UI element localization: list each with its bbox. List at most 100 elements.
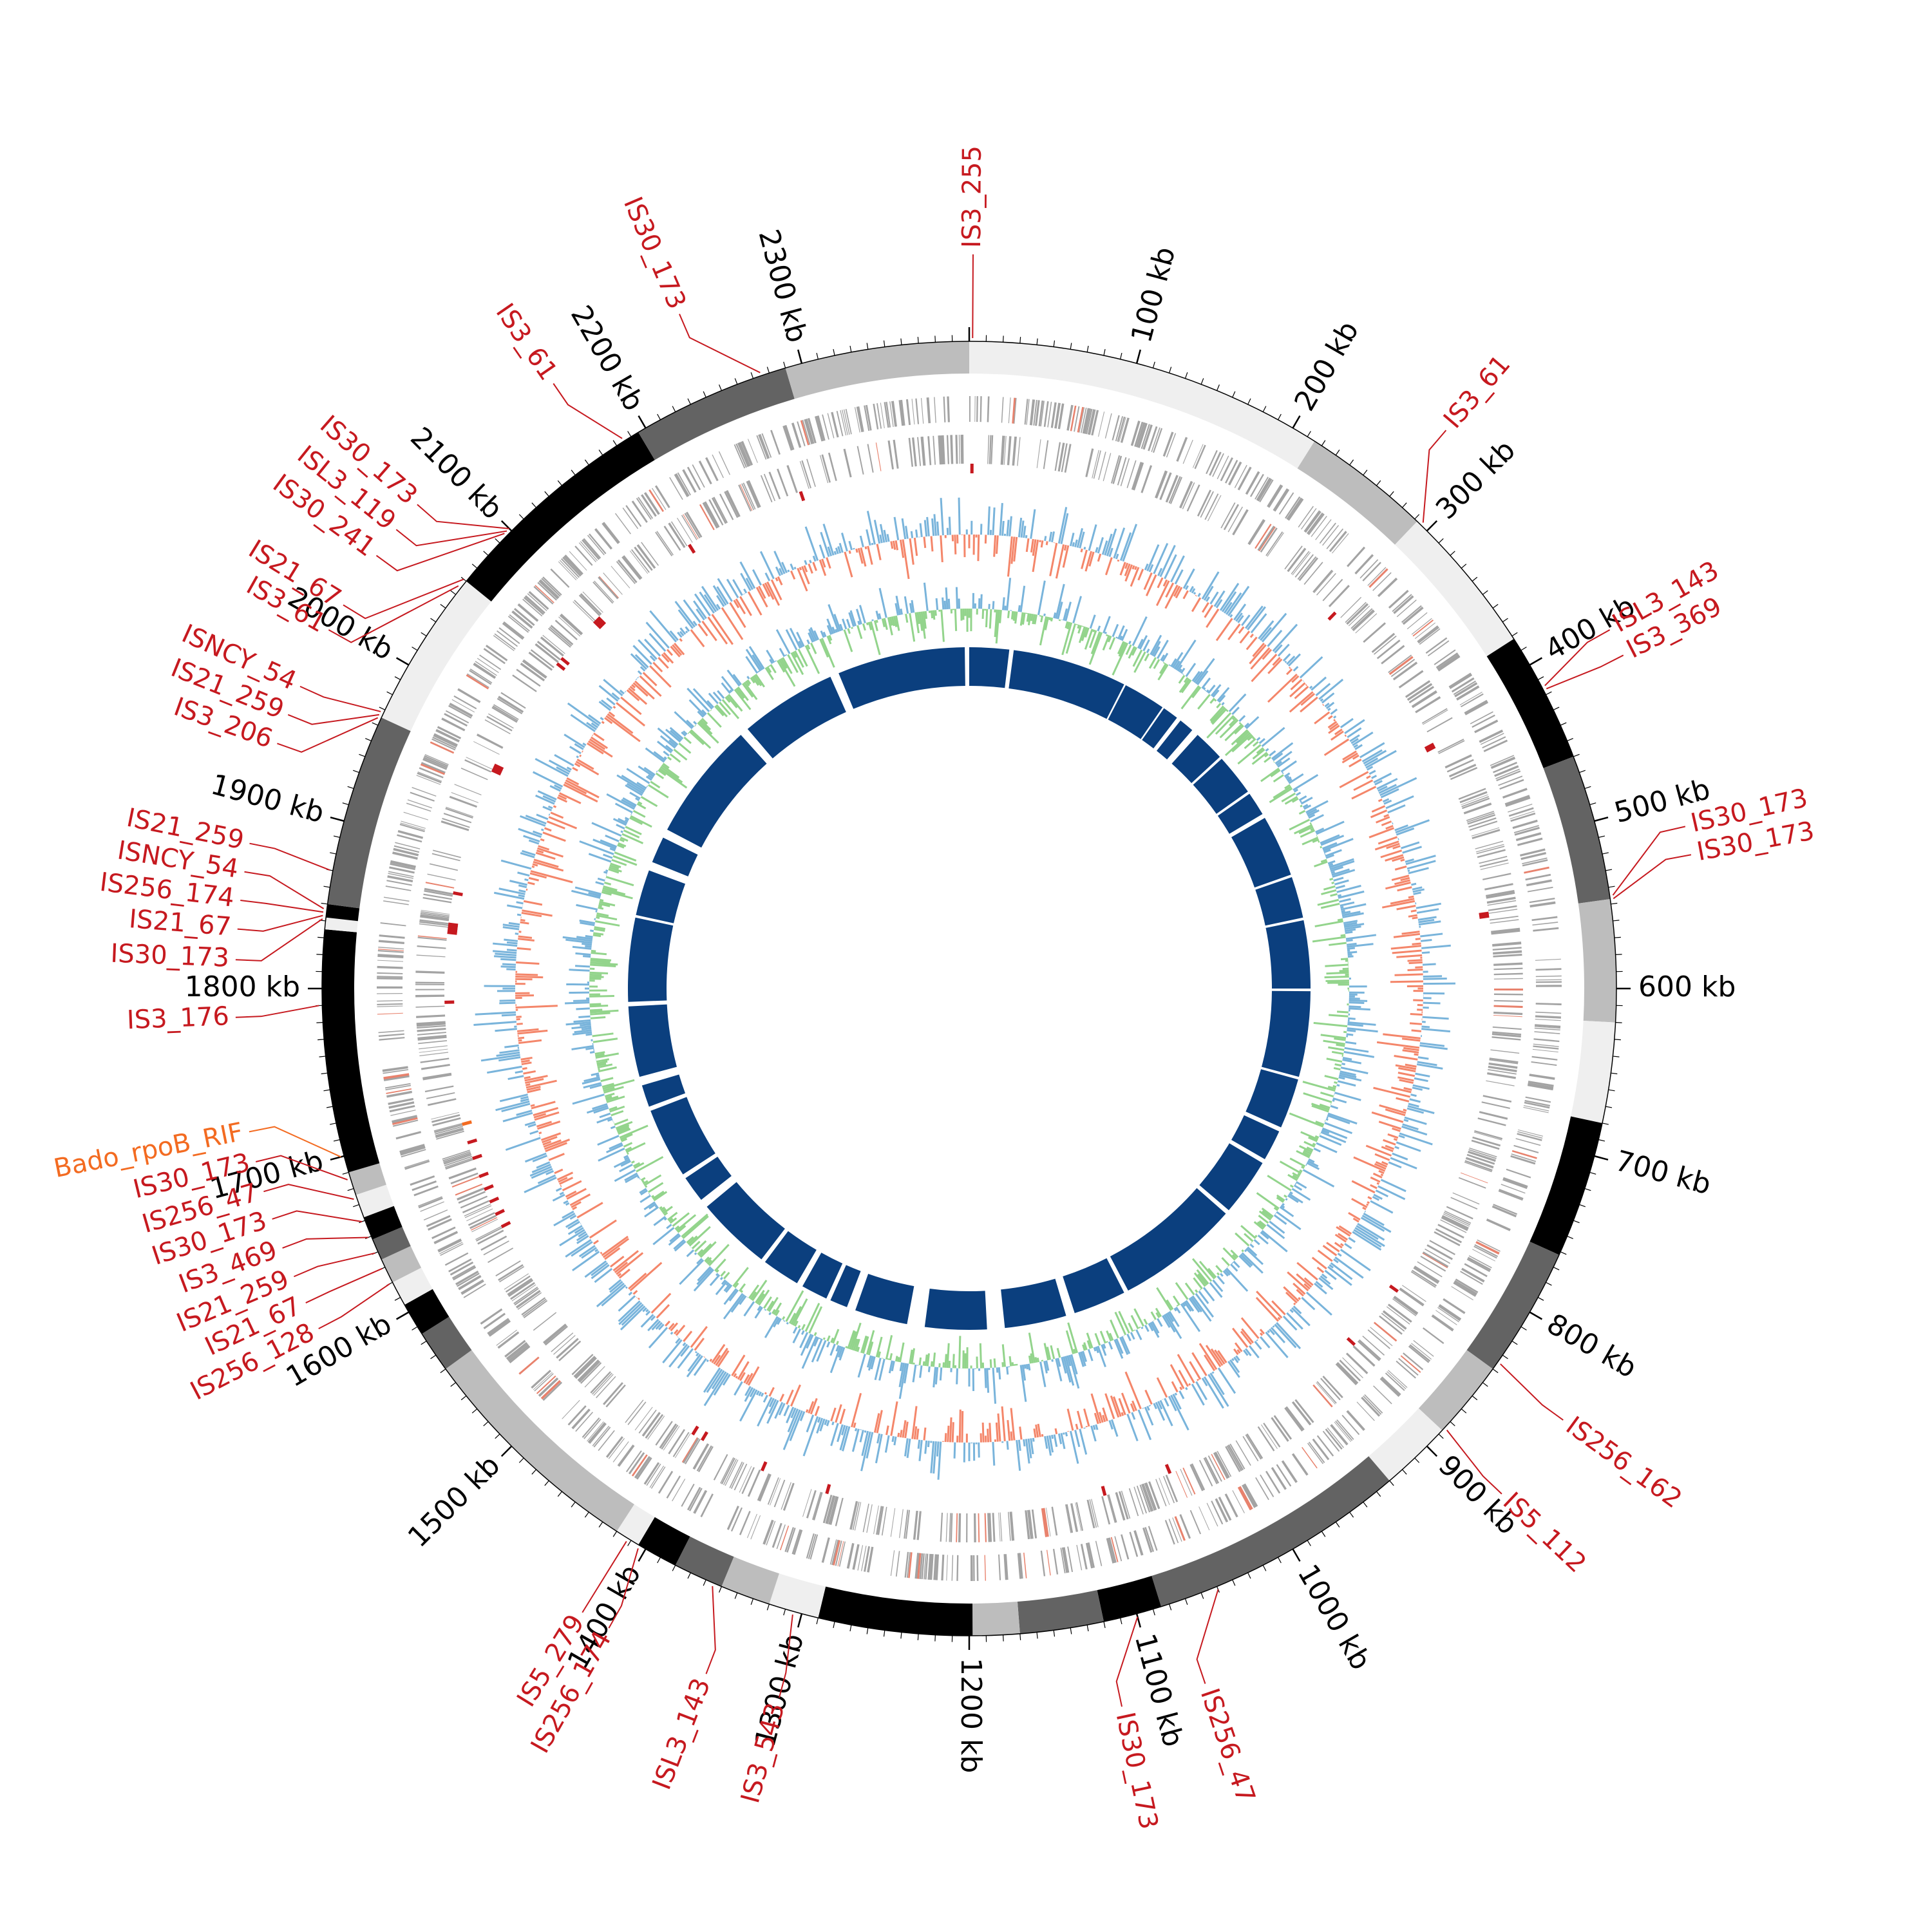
feature-bar	[523, 659, 547, 677]
feature-bar	[876, 1506, 882, 1535]
feature-bar	[1137, 422, 1148, 448]
feature-bar	[1131, 462, 1143, 490]
feature-bar	[507, 1279, 534, 1297]
feature-bar	[1271, 1467, 1287, 1490]
feature-bar	[580, 541, 598, 562]
scale-tick-label: 1900 kb	[207, 768, 327, 830]
feature-bar	[498, 696, 524, 713]
contig-segment	[348, 1163, 386, 1195]
inner-block	[1142, 708, 1177, 749]
feature-bar	[1341, 1414, 1360, 1435]
feature-bar	[417, 771, 442, 782]
feature-bar	[1513, 825, 1539, 833]
feature-bar	[542, 576, 562, 596]
feature-bar	[1443, 1298, 1466, 1314]
feature-bar	[1301, 508, 1317, 530]
feature-bar	[700, 1493, 714, 1518]
feature-bar	[1456, 685, 1480, 701]
feature-bar	[417, 936, 447, 941]
gc-content-above	[562, 578, 1378, 1404]
feature-bar	[1159, 1477, 1170, 1505]
is-leader-line	[972, 254, 974, 339]
feature-bar	[1392, 594, 1412, 612]
feature-bar	[542, 634, 565, 654]
feature-bar	[1162, 1475, 1175, 1504]
feature-bar	[379, 1037, 405, 1041]
is-leader-line	[395, 529, 507, 547]
is-marker	[472, 1153, 482, 1160]
feature-bar	[397, 829, 424, 839]
feature-bar	[1017, 437, 1021, 466]
contig-segment	[785, 341, 969, 399]
feature-bar	[1420, 1255, 1446, 1272]
feature-bar	[509, 1345, 531, 1363]
feature-bar	[1041, 1508, 1048, 1537]
feature-bar	[1387, 1303, 1412, 1323]
feature-bar	[448, 1167, 477, 1180]
major-tick	[638, 415, 647, 429]
feature-bar	[1527, 1084, 1553, 1091]
inner-block	[838, 647, 965, 709]
feature-bar	[1182, 482, 1195, 509]
feature-bar	[1217, 1450, 1232, 1477]
feature-bar	[561, 558, 580, 578]
feature-bar	[1535, 1024, 1561, 1028]
feature-bar	[540, 579, 560, 598]
feature-bar	[480, 1308, 503, 1325]
is-marker	[596, 616, 607, 626]
feature-bar	[862, 1503, 869, 1533]
feature-bar	[1115, 1492, 1126, 1521]
minor-tick	[672, 1565, 676, 1571]
feature-bar	[1133, 1486, 1144, 1515]
feature-bar	[1134, 421, 1144, 447]
feature-bar	[1297, 556, 1317, 580]
feature-bar	[1492, 1026, 1522, 1030]
minor-tick	[1086, 345, 1089, 352]
feature-bar	[684, 513, 701, 539]
feature-bar	[416, 1023, 446, 1027]
is-marker	[448, 925, 458, 930]
feature-bar	[421, 762, 446, 773]
feature-bar	[1159, 472, 1172, 500]
feature-bar	[504, 1273, 529, 1290]
feature-bar	[1237, 1486, 1252, 1511]
minor-tick	[1389, 1480, 1394, 1486]
feature-bar	[1225, 1446, 1241, 1472]
feature-bar	[1373, 1321, 1397, 1342]
feature-bar	[704, 501, 720, 528]
feature-bar	[593, 1374, 614, 1396]
feature-bar	[750, 1515, 761, 1540]
feature-bar	[1303, 562, 1323, 585]
feature-bar	[801, 460, 811, 489]
feature-bar	[1470, 711, 1493, 724]
feature-bar	[401, 1149, 426, 1158]
minor-tick	[1438, 538, 1444, 544]
feature-bar	[980, 396, 982, 422]
minor-tick	[1376, 1491, 1381, 1497]
feature-bar	[469, 670, 492, 685]
feature-bar	[556, 1338, 579, 1359]
feature-bar	[1535, 958, 1561, 961]
is-marker	[799, 491, 806, 502]
is-element-label: IS256_162	[1560, 1411, 1687, 1515]
feature-bar	[663, 1426, 680, 1451]
major-tick	[797, 349, 803, 364]
feature-bar	[928, 397, 931, 424]
scale-tick-label: 600 kb	[1638, 971, 1736, 1003]
feature-bar	[1249, 520, 1265, 545]
feature-bar	[450, 1261, 474, 1276]
inner-block	[628, 917, 674, 1002]
feature-bar	[822, 414, 829, 440]
major-tick	[500, 520, 513, 532]
feature-bar	[1223, 504, 1240, 531]
minor-tick	[1002, 1634, 1004, 1642]
feature-bar	[881, 1506, 887, 1536]
inner-block	[764, 1231, 817, 1283]
feature-bar	[1226, 1445, 1242, 1472]
feature-bar	[1245, 1434, 1262, 1460]
feature-bar	[383, 896, 410, 902]
feature-bar	[488, 713, 514, 729]
contig-segment	[616, 1504, 655, 1545]
feature-bar	[1060, 1548, 1066, 1574]
feature-bar	[392, 1115, 417, 1122]
